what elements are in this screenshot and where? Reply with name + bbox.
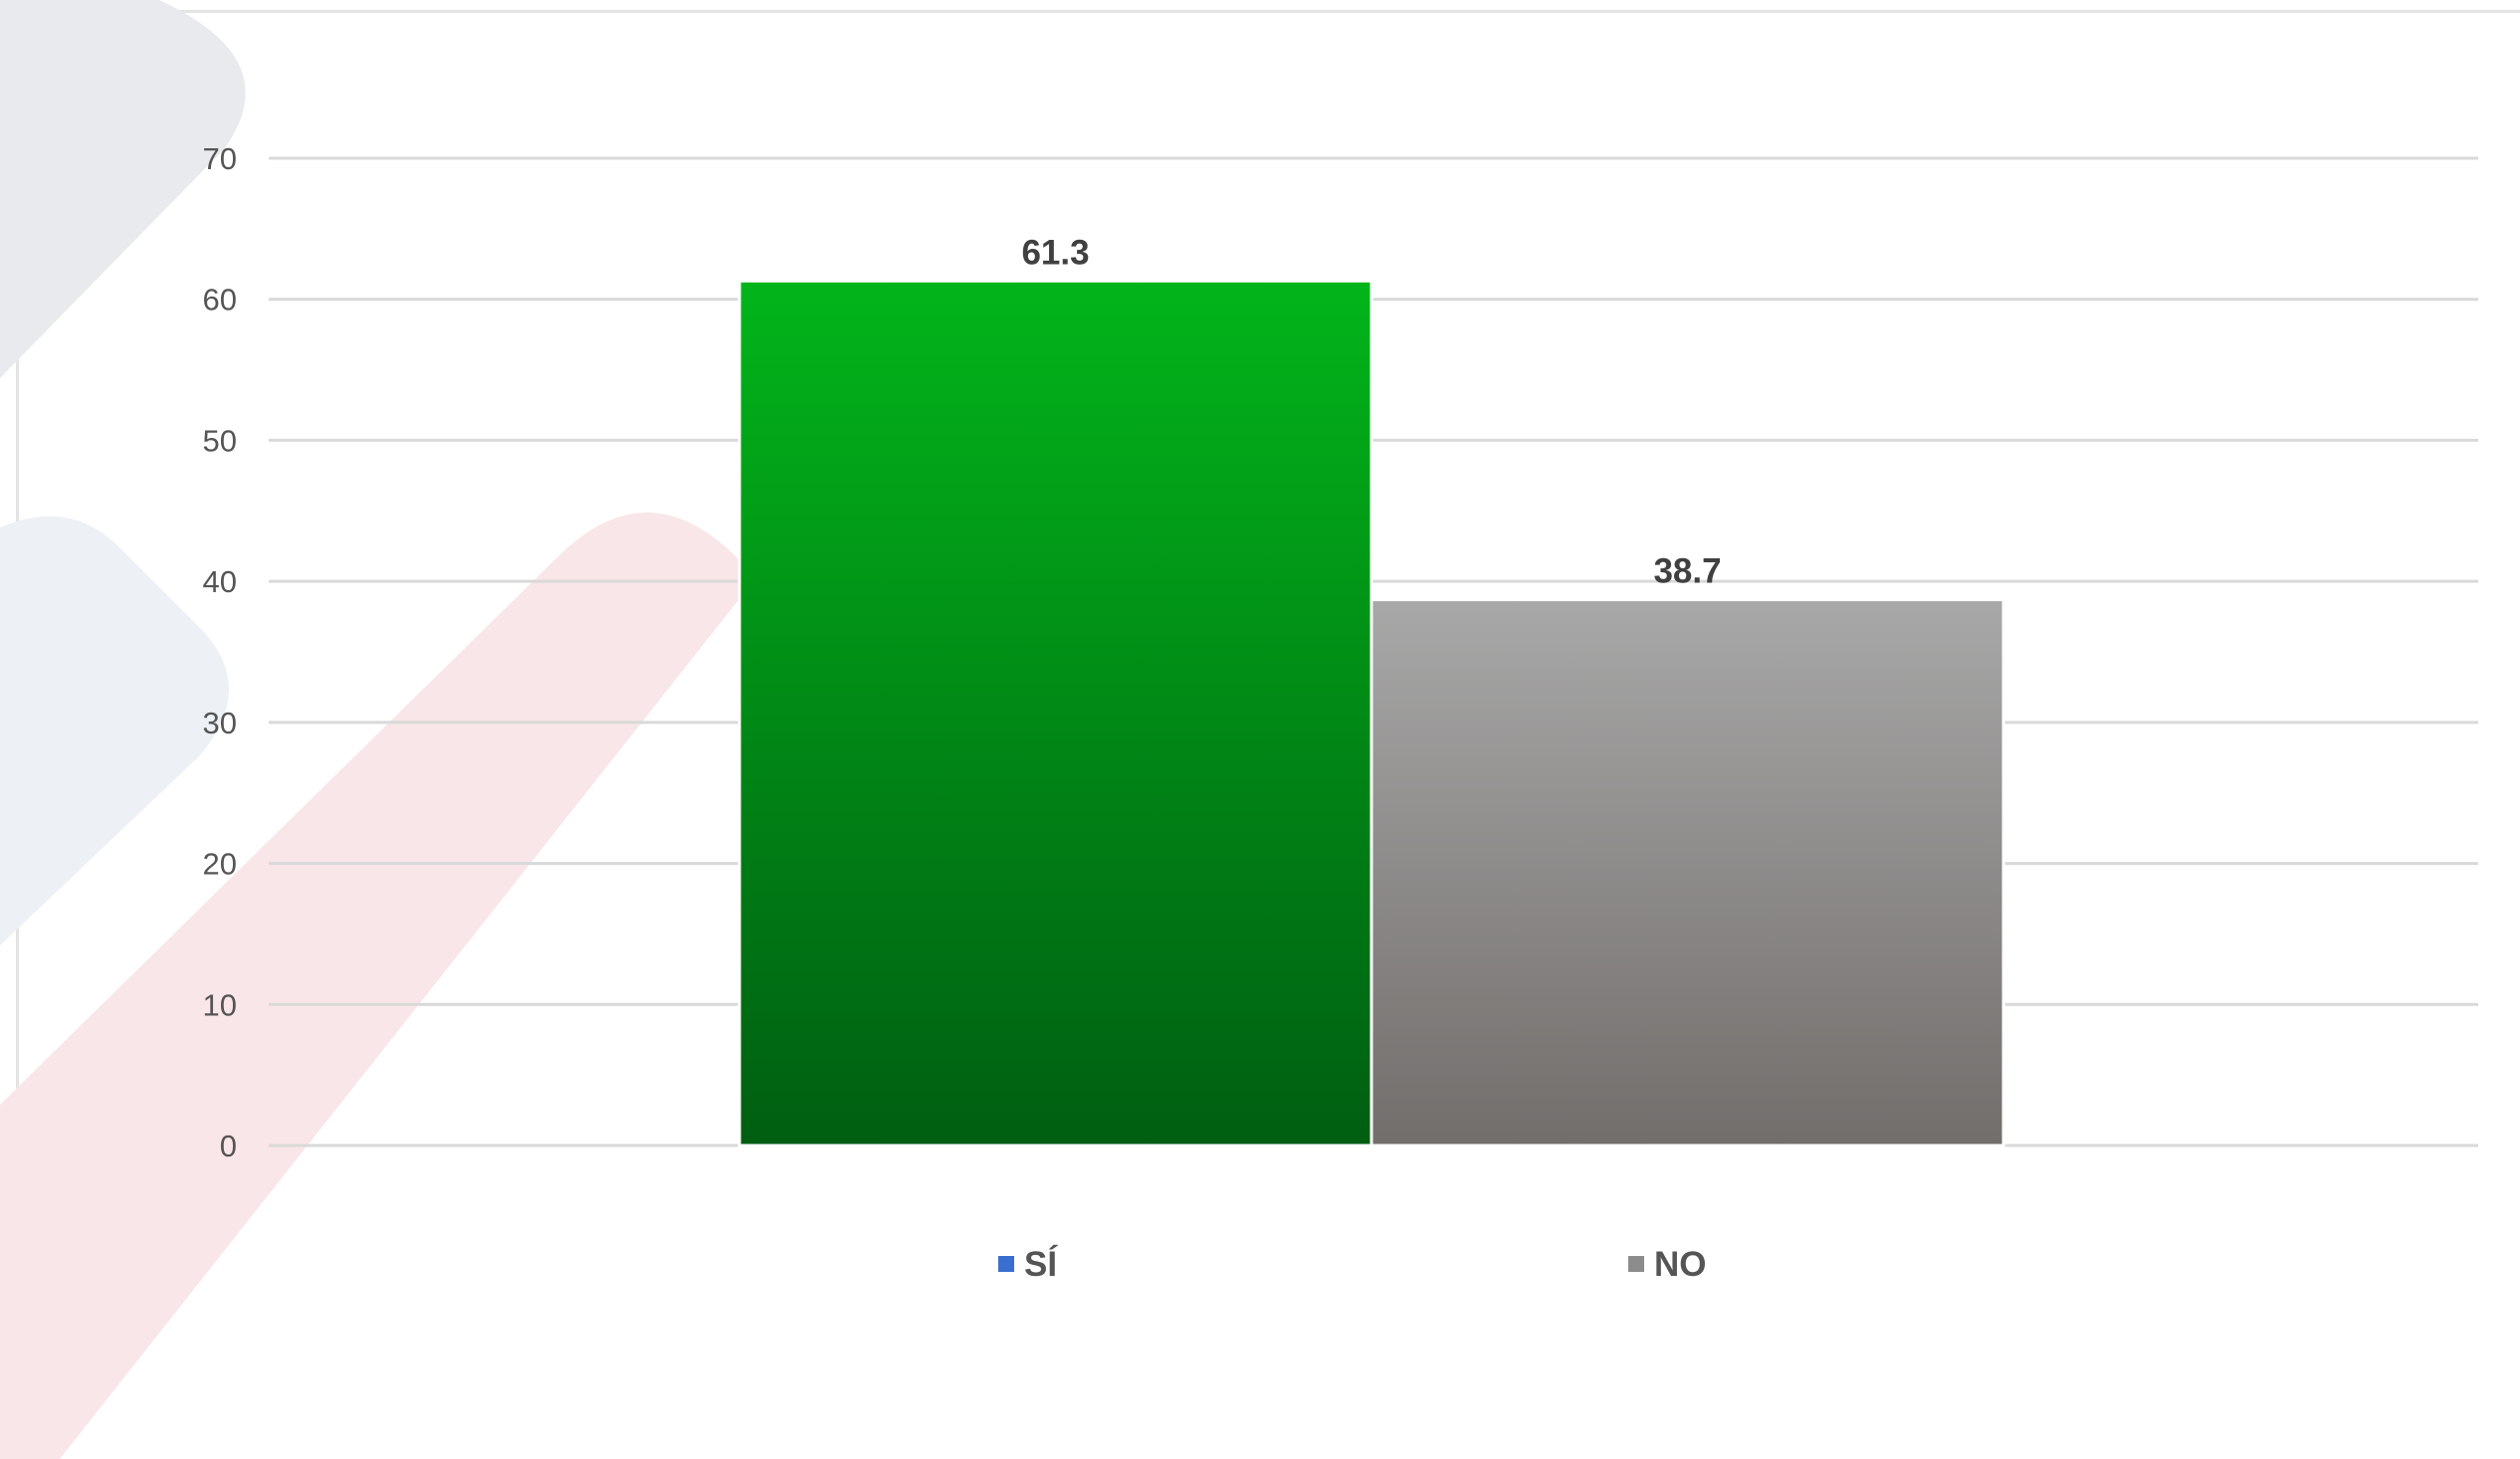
y-tick-label-70: 70 [203,141,237,176]
y-tick-label-30: 30 [203,706,237,740]
bar-si [737,279,1373,1147]
y-tick-label-60: 60 [203,283,237,317]
legend-swatch-si [998,1256,1014,1272]
bar-no [1369,598,2005,1147]
y-axis-ticks: 0 10 20 30 40 50 60 70 [203,141,237,1163]
legend-label-no: NO [1654,1245,1707,1284]
data-label-no: 38.7 [1653,552,1721,591]
legend-label-si: SÍ [1024,1244,1058,1284]
y-tick-label-0: 0 [220,1129,237,1163]
y-tick-label-20: 20 [203,847,237,882]
legend-swatch-no [1628,1256,1644,1272]
legend: SÍ NO [998,1244,1707,1284]
y-tick-label-10: 10 [203,987,237,1022]
bars [737,279,2005,1147]
y-tick-label-50: 50 [203,423,237,458]
data-label-si: 61.3 [1021,233,1089,272]
data-labels: 61.3 38.7 [1021,233,1721,590]
watermark-shapes [0,0,756,1459]
y-tick-label-40: 40 [203,564,237,599]
